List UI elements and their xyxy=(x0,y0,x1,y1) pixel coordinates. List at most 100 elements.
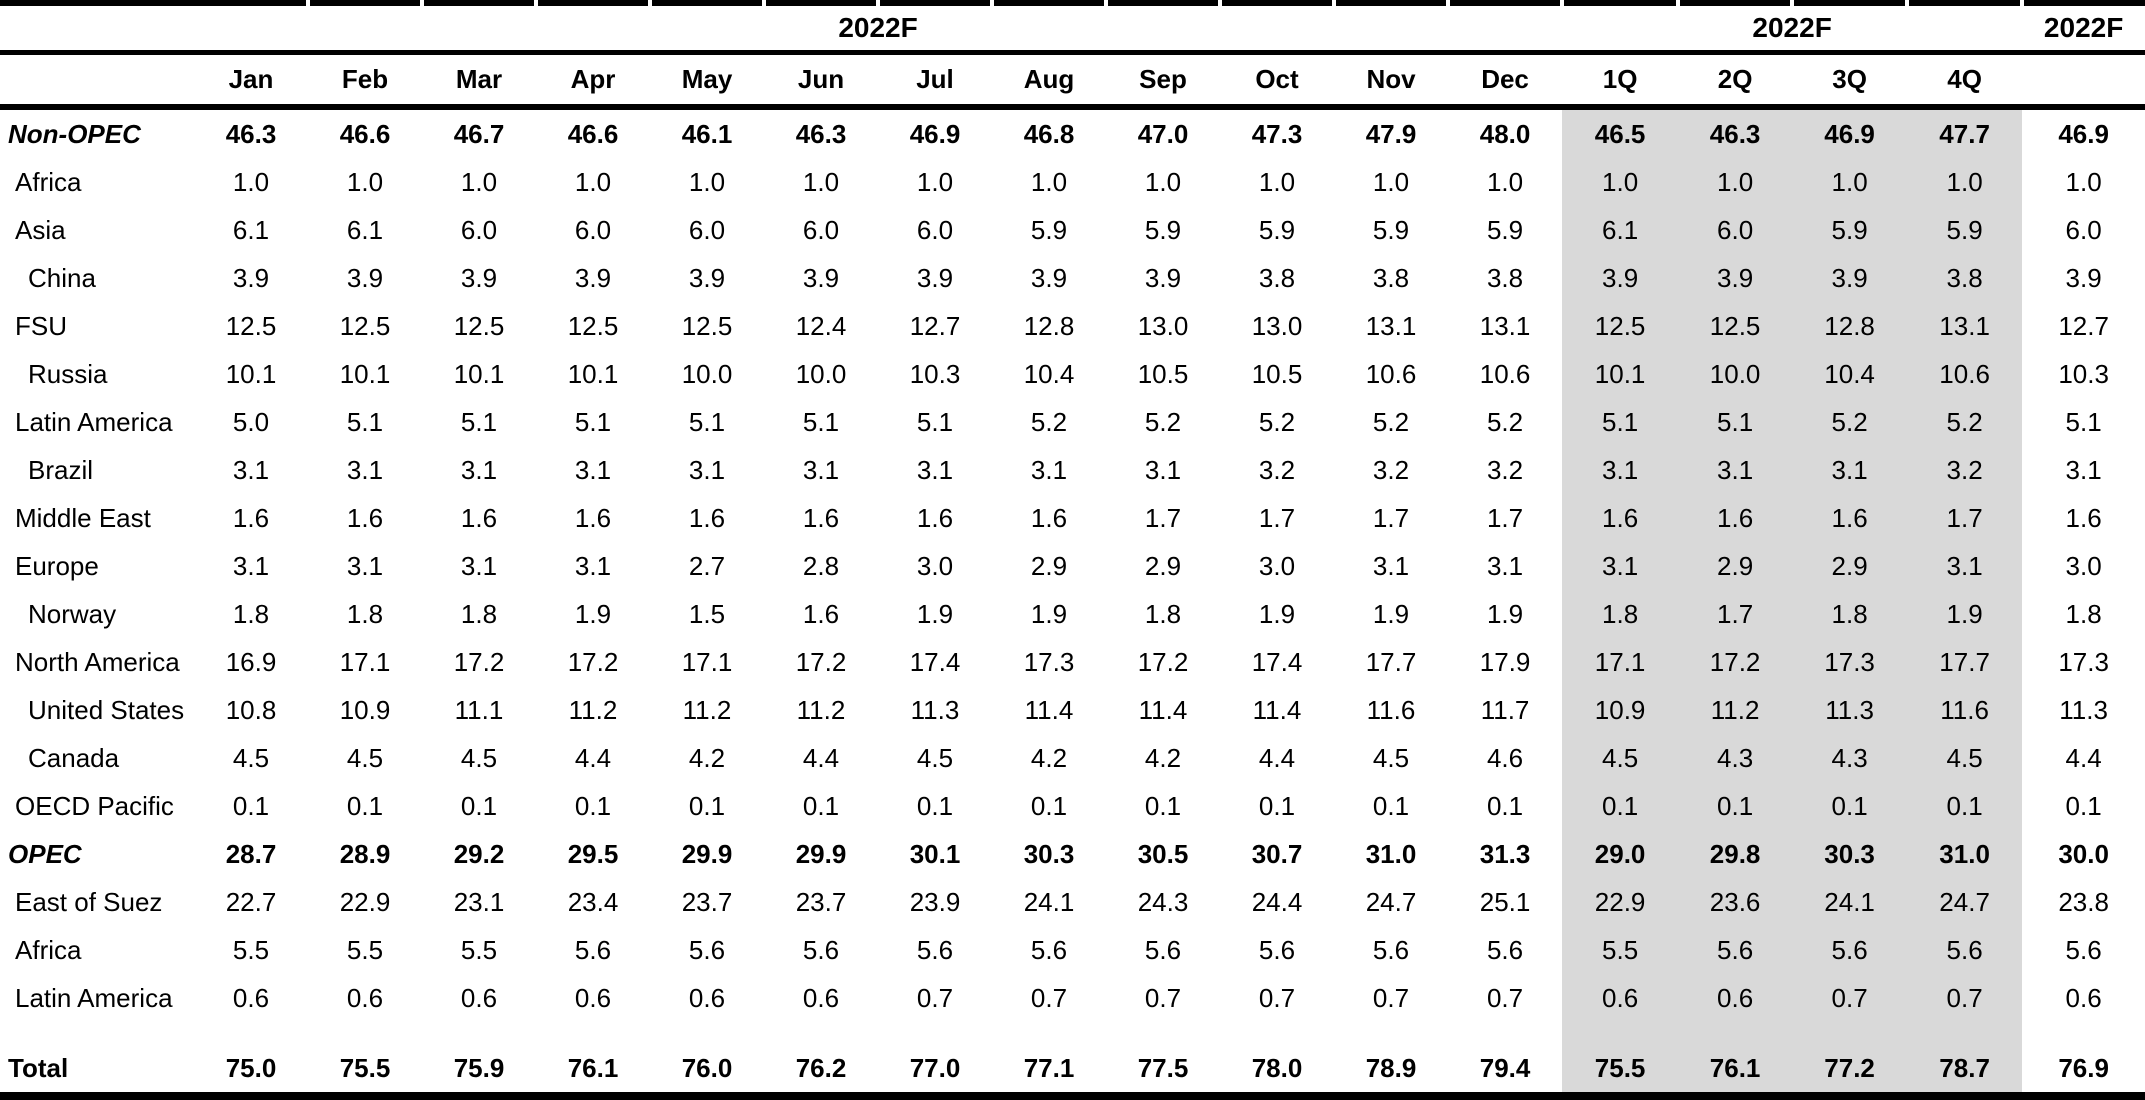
spacer-cell xyxy=(1907,1022,2023,1044)
table-row: Brazil 3.1 3.1 3.1 3.1 3.1 3.1 3.1 3.1 3.1 3.2 3.2 3… xyxy=(0,446,2145,494)
cell-value: 1.9 xyxy=(1907,590,2023,638)
annual-header xyxy=(2022,52,2145,110)
border-segment xyxy=(1680,0,1790,6)
border-segment xyxy=(994,0,1104,6)
cell-value: 10.6 xyxy=(1907,350,2023,398)
row-label: United States xyxy=(28,694,185,725)
cell-value: 3.1 xyxy=(1144,454,1182,485)
cell-value: 2.9 xyxy=(1144,550,1182,581)
quarter-header: 1Q xyxy=(1562,52,1679,110)
cell-value: 3.1 xyxy=(1372,550,1410,581)
cell-value: 6.0 xyxy=(460,214,498,245)
cell-value: 3.9 xyxy=(1144,262,1182,293)
table-row: North America 16.9 17.1 17.2 17.2 17.1 17.2 17.… xyxy=(0,638,2145,686)
cell-value: 0.6 xyxy=(802,982,840,1013)
cell-value: 5.1 xyxy=(346,406,384,437)
cell-value: 3.1 xyxy=(1486,550,1524,581)
cell-value: 23.6 xyxy=(1678,878,1793,926)
cell-value: 28.9 xyxy=(339,838,391,869)
cell-value: 29.8 xyxy=(1678,830,1793,878)
cell-value: 30.0 xyxy=(2058,838,2109,869)
month-header: Jul xyxy=(878,52,992,110)
row-label: OPEC xyxy=(8,838,82,869)
border-gap xyxy=(2020,0,2024,6)
quarter-header: 3Q xyxy=(1792,52,1908,110)
border-segment xyxy=(0,0,306,6)
cell-value: 12.5 xyxy=(339,310,391,341)
cell-value: 24.1 xyxy=(1792,878,1908,926)
cell-value: 0.7 xyxy=(916,982,954,1013)
border-segment xyxy=(652,0,762,6)
year-header-annual: 2022F xyxy=(2022,6,2145,55)
cell-value: 77.1 xyxy=(992,1044,1106,1100)
cell-value: 5.6 xyxy=(1372,934,1410,965)
cell-value: 5.2 xyxy=(1030,406,1068,437)
cell-value: 5.9 xyxy=(1792,206,1908,254)
cell-value: 4.5 xyxy=(460,742,498,773)
cell-value: 76.9 xyxy=(2022,1044,2145,1100)
cell-value: 4.2 xyxy=(688,742,726,773)
quarter-header: 4Q xyxy=(1907,52,2023,110)
cell-value: 12.4 xyxy=(795,310,847,341)
cell-value: 5.6 xyxy=(1678,926,1793,974)
cell-value: 3.9 xyxy=(1678,254,1793,302)
cell-value: 5.6 xyxy=(1144,934,1182,965)
cell-value: 5.6 xyxy=(1486,934,1524,965)
corner-cell xyxy=(0,6,194,55)
row-label: Europe xyxy=(15,550,99,581)
spacer-cell xyxy=(1562,1022,1679,1044)
cell-value: 5.6 xyxy=(574,934,612,965)
cell-value: 1.0 xyxy=(802,166,840,197)
cell-value: 1.0 xyxy=(916,166,954,197)
cell-value: 0.1 xyxy=(460,790,498,821)
cell-value: 17.3 xyxy=(1792,638,1908,686)
cell-value: 17.2 xyxy=(567,646,619,677)
row-label: East of Suez xyxy=(15,886,163,917)
cell-value: 0.7 xyxy=(1372,982,1410,1013)
cell-value: 11.4 xyxy=(1024,694,1074,725)
year-header-quarters: 2022F xyxy=(1562,6,2023,55)
cell-value: 24.3 xyxy=(1137,886,1189,917)
cell-value: 5.2 xyxy=(1907,398,2023,446)
cell-value: 23.9 xyxy=(909,886,961,917)
cell-value: 6.0 xyxy=(916,214,954,245)
row-label: Canada xyxy=(28,742,120,773)
cell-value: 2.7 xyxy=(688,550,726,581)
table-top-border xyxy=(0,0,2145,6)
month-header: Sep xyxy=(1106,52,1220,110)
cell-value: 4.5 xyxy=(346,742,384,773)
cell-value: 5.6 xyxy=(1907,926,2023,974)
cell-value: 4.4 xyxy=(2065,742,2102,773)
border-gap xyxy=(306,0,310,6)
table-row: OECD Pacific 0.1 0.1 0.1 0.1 0.1 0.1 0.1 0.1 0.1 0… xyxy=(0,782,2145,830)
cell-value: 10.4 xyxy=(1792,350,1908,398)
cell-value: 4.2 xyxy=(1030,742,1068,773)
cell-value: 0.1 xyxy=(1030,790,1068,821)
cell-value: 1.6 xyxy=(916,502,954,533)
cell-value: 1.0 xyxy=(574,166,612,197)
cell-value: 0.6 xyxy=(460,982,498,1013)
cell-value: 47.0 xyxy=(1137,118,1189,149)
supply-table: 2022F 2022F 2022F Jan Feb Mar Apr May Jun Jul A… xyxy=(0,6,2145,1100)
cell-value: 17.1 xyxy=(681,646,733,677)
cell-value: 17.7 xyxy=(1907,638,2023,686)
border-segment xyxy=(766,0,876,6)
cell-value: 31.0 xyxy=(1365,838,1417,869)
cell-value: 11.4 xyxy=(1138,694,1188,725)
cell-value: 3.9 xyxy=(802,262,840,293)
cell-value: 3.1 xyxy=(346,454,384,485)
cell-value: 10.6 xyxy=(1365,358,1417,389)
cell-value: 11.2 xyxy=(796,694,846,725)
cell-value: 13.1 xyxy=(1365,310,1417,341)
cell-value: 16.9 xyxy=(225,646,277,677)
cell-value: 10.9 xyxy=(1562,686,1679,734)
cell-value: 0.7 xyxy=(1907,974,2023,1022)
cell-value: 78.9 xyxy=(1334,1044,1448,1100)
table-row: Latin America 0.6 0.6 0.6 0.6 0.6 0.6 0.7 0.7 0.7… xyxy=(0,974,2145,1022)
cell-value: 46.6 xyxy=(339,118,391,149)
cell-value: 76.1 xyxy=(1678,1044,1793,1100)
cell-value: 17.2 xyxy=(1678,638,1793,686)
cell-value: 1.8 xyxy=(1792,590,1908,638)
border-gap xyxy=(1905,0,1909,6)
